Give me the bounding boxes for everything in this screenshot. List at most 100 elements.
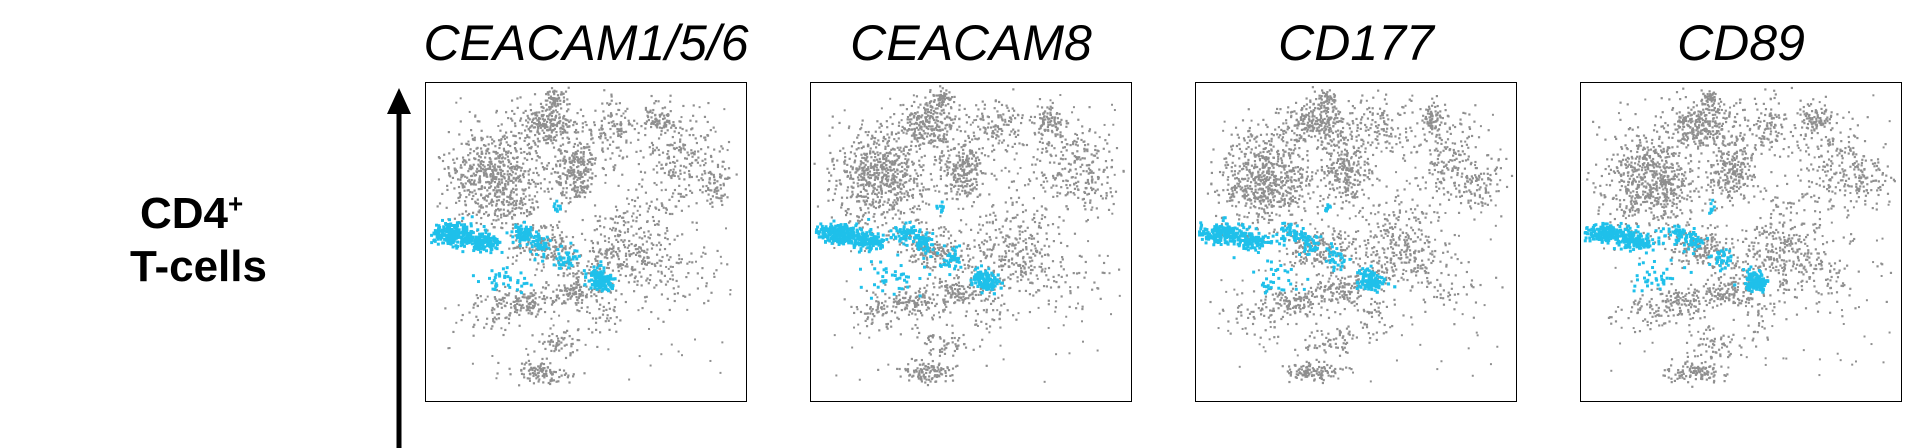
grey-cell-point [441, 193, 443, 195]
grey-cell-point [547, 118, 549, 120]
grey-cell-point [479, 175, 481, 177]
grey-cell-point [962, 259, 964, 261]
grey-cell-point [516, 303, 518, 305]
grey-cell-point [934, 122, 936, 124]
grey-cell-point [884, 148, 886, 150]
grey-cell-point [861, 157, 863, 159]
grey-cell-point [543, 363, 545, 365]
grey-cell-point [860, 141, 862, 143]
grey-cell-point [480, 223, 482, 225]
grey-cell-point [830, 174, 832, 176]
grey-cell-point [959, 104, 961, 106]
grey-cell-point [720, 145, 722, 147]
grey-cell-point [867, 134, 869, 136]
grey-cell-point [599, 248, 601, 250]
grey-cell-point [708, 194, 710, 196]
grey-cell-point [662, 321, 664, 323]
highlighted-cell-point [490, 269, 493, 272]
grey-cell-point [912, 207, 914, 209]
grey-cell-point [945, 138, 947, 140]
grey-cell-point [938, 249, 940, 251]
grey-cell-point [670, 177, 672, 179]
grey-cell-point [520, 307, 522, 309]
grey-cell-point [862, 162, 864, 164]
grey-cell-point [664, 232, 666, 234]
grey-cell-point [835, 180, 837, 182]
grey-cell-point [859, 207, 861, 209]
grey-cell-point [614, 306, 616, 308]
grey-cell-point [571, 188, 573, 190]
grey-cell-point [984, 131, 986, 133]
grey-cell-point [685, 194, 687, 196]
grey-cell-point [843, 163, 845, 165]
grey-cell-point [486, 136, 488, 138]
grey-cell-point [832, 199, 834, 201]
grey-cell-point [500, 139, 502, 141]
grey-cell-point [499, 189, 501, 191]
grey-cell-point [713, 127, 715, 129]
grey-cell-point [700, 135, 702, 137]
grey-cell-point [850, 151, 852, 153]
grey-cell-point [680, 261, 682, 263]
grey-cell-point [918, 137, 920, 139]
grey-cell-point [619, 319, 621, 321]
grey-cell-point [913, 116, 915, 118]
grey-cell-point [940, 175, 942, 177]
grey-cell-point [584, 280, 586, 282]
grey-cell-point [532, 305, 534, 307]
grey-cell-point [631, 266, 633, 268]
grey-cell-point [514, 122, 516, 124]
grey-cell-point [862, 226, 864, 228]
grey-cell-point [963, 169, 965, 171]
grey-cell-point [641, 284, 643, 286]
grey-cell-point [546, 135, 548, 137]
grey-cell-point [913, 179, 915, 181]
grey-cell-point [568, 141, 570, 143]
grey-cell-point [625, 275, 627, 277]
grey-cell-point [722, 147, 724, 149]
grey-cell-point [971, 170, 973, 172]
highlighted-cell-point [553, 202, 556, 205]
grey-cell-point [867, 168, 869, 170]
grey-cell-point [987, 126, 989, 128]
grey-cell-point [454, 218, 456, 220]
grey-cell-point [1017, 280, 1019, 282]
grey-cell-point [633, 252, 635, 254]
grey-cell-point [599, 317, 601, 319]
grey-cell-point [513, 168, 515, 170]
grey-cell-point [562, 128, 564, 130]
grey-cell-point [619, 134, 621, 136]
grey-cell-point [862, 146, 864, 148]
highlighted-cell-point [470, 222, 473, 225]
grey-cell-point [657, 100, 659, 102]
grey-cell-point [656, 171, 658, 173]
grey-cell-point [504, 293, 506, 295]
grey-cell-point [492, 219, 494, 221]
grey-cell-point [878, 144, 880, 146]
grey-cell-point [660, 181, 662, 183]
grey-cell-point [528, 312, 530, 314]
grey-cell-point [625, 255, 627, 257]
grey-cell-point [936, 241, 938, 243]
grey-cell-point [870, 174, 872, 176]
grey-cell-point [900, 197, 902, 199]
grey-cell-point [923, 130, 925, 132]
grey-cell-point [558, 376, 560, 378]
grey-cell-point [912, 163, 914, 165]
grey-cell-point [902, 104, 904, 106]
grey-cell-point [1008, 120, 1010, 122]
grey-cell-point [542, 123, 544, 125]
grey-cell-point [868, 185, 870, 187]
grey-cell-point [581, 307, 583, 309]
grey-cell-point [705, 285, 707, 287]
grey-cell-point [541, 125, 543, 127]
grey-cell-point [590, 130, 592, 132]
grey-cell-point [537, 206, 539, 208]
grey-cell-point [513, 113, 515, 115]
grey-cell-point [507, 257, 509, 259]
grey-cell-point [533, 289, 535, 291]
grey-cell-point [582, 126, 584, 128]
grey-cell-point [551, 304, 553, 306]
grey-cell-point [538, 372, 540, 374]
grey-cell-point [881, 164, 883, 166]
